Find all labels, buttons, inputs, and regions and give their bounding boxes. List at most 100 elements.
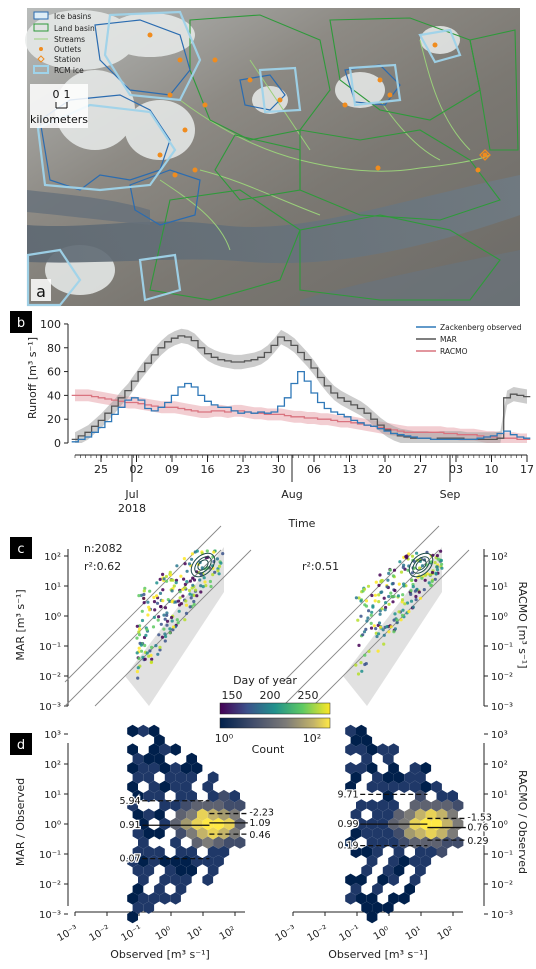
colorbar-doy-tick-200: 200 — [260, 689, 281, 702]
scatter-point — [371, 604, 375, 608]
hexbin-cell — [361, 734, 373, 747]
scatter-point — [373, 599, 377, 603]
hexbin-cell — [415, 827, 426, 840]
hexbin-cell — [159, 817, 171, 831]
scatter-point — [399, 570, 404, 574]
xtick-label: 25 — [94, 463, 108, 476]
scatter-point — [435, 554, 439, 558]
scatter-point — [135, 670, 139, 674]
hexbin-xlabel-right: Observed [m³ s⁻¹] — [328, 948, 428, 961]
scatter-point — [172, 584, 176, 588]
hexbin-cell — [229, 827, 240, 840]
scatter-point — [137, 633, 142, 637]
scatter-point — [200, 566, 204, 570]
hexbin-xtick-label: 10¹ — [186, 925, 206, 943]
hexbin-right-tick-label: 10³ — [491, 730, 508, 741]
hexbin-cell — [170, 892, 181, 905]
scatter-point — [374, 580, 378, 584]
hexbin-cell — [218, 827, 230, 840]
scatter-point — [392, 630, 396, 634]
scatter-point — [362, 587, 367, 591]
hexbin-right-tick-label: 10¹ — [491, 790, 508, 801]
hexbin-cell — [409, 855, 421, 868]
scatter-point — [398, 560, 402, 564]
scatter-point — [160, 635, 164, 639]
scatter-point — [155, 601, 160, 605]
hexbin-cell — [377, 873, 389, 886]
scatter-point — [364, 662, 368, 666]
scatter-point — [387, 594, 391, 599]
hexbin-cell — [170, 743, 181, 756]
xtick-label: 03 — [449, 463, 463, 476]
hexbin-cell — [159, 799, 171, 812]
scatter-point — [170, 600, 174, 604]
hexbin-ylabel-left: MAR / Observed — [14, 778, 27, 866]
scatter-right-tick-label: 10⁻¹ — [491, 642, 513, 653]
scatter-point — [199, 590, 203, 594]
hexbin-cell — [132, 789, 144, 803]
zackenberg-line — [71, 370, 531, 443]
scatter-point — [212, 550, 216, 554]
hexbin-cell — [425, 808, 437, 821]
scatter-point — [137, 630, 141, 634]
hexbin-cell — [366, 910, 378, 924]
hexbin-cell — [127, 780, 138, 793]
hexbin-left-tick-label: 10¹ — [44, 790, 61, 801]
scatter-density-contour — [408, 552, 434, 578]
hexbin-xtick-label: 10⁰ — [372, 925, 392, 943]
hexbin-cell — [223, 836, 235, 849]
scatter-point — [184, 599, 188, 603]
scatter-point — [154, 644, 158, 648]
scatter-point — [377, 632, 381, 636]
scatter-point — [382, 633, 386, 637]
hexbin-cell — [186, 864, 197, 877]
xtick-label: 16 — [201, 463, 215, 476]
hexbin-value-label: 0.76 — [467, 823, 488, 834]
scatter-point — [387, 630, 391, 634]
scatter-point — [213, 570, 217, 574]
scatter-point — [417, 590, 421, 594]
scatter-point — [157, 615, 161, 619]
hexbin-cell — [127, 910, 138, 924]
scatter-right-tick-label: 10¹ — [491, 582, 508, 593]
hexbin-cell — [170, 762, 181, 775]
hexbin-cell — [154, 827, 165, 840]
scatter-point — [137, 656, 141, 661]
hexbin-cell — [366, 855, 378, 868]
panel-label-b-bg — [10, 311, 32, 333]
scatter-point — [159, 605, 163, 609]
scatter-point — [439, 549, 443, 553]
scatter-point — [409, 599, 414, 603]
scatter-point — [190, 552, 194, 556]
scatter-point — [415, 551, 419, 555]
scatter-density-contour — [190, 552, 216, 578]
panel-label-a: a — [36, 282, 46, 301]
scatter-panel: c 10² 10² 10¹ 10¹ 10⁰ 10⁰ 10⁻¹ 10⁻¹ 10⁻² 10⁻² 10⁻³… — [10, 525, 529, 756]
hexbin-cell — [345, 743, 356, 756]
scatter-point — [367, 609, 371, 613]
scatter-point — [188, 605, 192, 609]
hexbin-cell — [202, 836, 214, 849]
hexbin-cell — [372, 827, 383, 840]
scatter-point — [378, 573, 382, 577]
xtick-label: 20 — [378, 463, 392, 476]
scatter-point — [370, 593, 374, 598]
hexbin-cell — [164, 771, 176, 784]
scatter-point — [202, 576, 206, 580]
hexbin-cell — [234, 799, 246, 812]
scatter-point — [361, 633, 365, 637]
hexbin-cell — [356, 762, 367, 775]
hexbin-cell — [154, 845, 165, 859]
scatter-point — [188, 579, 192, 583]
hexbin-cell — [180, 780, 192, 793]
scatter-point — [194, 588, 198, 592]
scatter-left-tick-label: 10⁻¹ — [39, 642, 61, 653]
scatter-point — [165, 623, 169, 627]
scatter-point — [152, 615, 156, 620]
scatter-point — [435, 565, 439, 569]
scatter-point — [184, 603, 189, 607]
scatter-point — [147, 605, 151, 609]
scatter-point — [163, 617, 167, 621]
scatter-point — [414, 578, 418, 583]
scatter-point — [410, 554, 415, 558]
